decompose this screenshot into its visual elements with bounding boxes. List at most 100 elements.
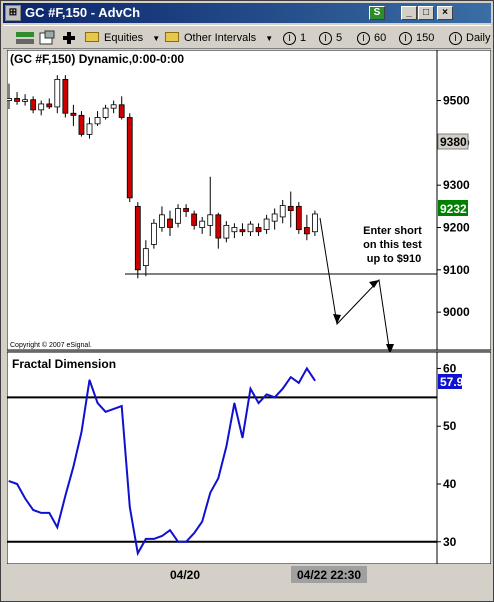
indicator-point — [314, 379, 316, 382]
candle[interactable] — [303, 214, 310, 241]
candle[interactable] — [102, 104, 109, 120]
candle[interactable] — [199, 216, 206, 234]
candle-body — [207, 214, 214, 226]
candle-body — [22, 99, 29, 102]
indicator-point — [80, 431, 83, 433]
candle[interactable] — [126, 113, 133, 203]
candle-body — [223, 224, 230, 239]
interval-icon: I — [319, 32, 332, 45]
candle[interactable] — [255, 223, 262, 236]
candle-body — [167, 218, 173, 228]
interval-button-60[interactable]: I 60 — [357, 29, 386, 47]
indicator-point — [137, 552, 139, 554]
close-button[interactable]: × — [437, 6, 453, 20]
candle[interactable] — [175, 204, 181, 228]
candle[interactable] — [247, 221, 254, 236]
candle-body — [295, 205, 302, 231]
indicator-point — [177, 541, 179, 543]
candle[interactable] — [150, 219, 157, 249]
candle[interactable] — [287, 191, 294, 228]
equities-dropdown[interactable]: Equities ▼ — [85, 29, 160, 47]
symbol-link-icon[interactable]: S — [369, 6, 385, 20]
candle[interactable] — [215, 212, 222, 249]
candle-body — [215, 214, 222, 239]
chart-app-icon[interactable]: ⊞ — [5, 5, 21, 21]
candle[interactable] — [142, 240, 149, 277]
candle[interactable] — [78, 111, 85, 137]
interval-icon: I — [399, 32, 412, 45]
candle[interactable] — [159, 206, 165, 232]
price-tick-label: 9500 — [443, 94, 470, 108]
indicator-tick-label: 50 — [443, 419, 457, 433]
candle[interactable] — [279, 200, 286, 224]
properties-icon[interactable] — [39, 30, 55, 46]
chart-area[interactable]: 950094009300920091009000 (GC #F,150) Dyn… — [7, 50, 491, 586]
candle[interactable] — [46, 98, 53, 110]
indicator-point — [306, 367, 308, 370]
candle-body — [86, 123, 93, 135]
annotation-line: on this test — [363, 239, 422, 251]
price-tick-label: 9000 — [443, 305, 470, 319]
candle[interactable] — [311, 210, 318, 236]
candle[interactable] — [231, 223, 238, 239]
candle[interactable] — [191, 210, 198, 230]
candle-body — [142, 248, 149, 266]
projection-path[interactable] — [319, 217, 391, 355]
candle[interactable] — [110, 100, 117, 114]
candle[interactable] — [94, 111, 101, 126]
reference-price-tag — [437, 133, 469, 150]
candle-body — [110, 104, 117, 109]
candle[interactable] — [70, 104, 77, 126]
interval-button-150[interactable]: I 150 — [399, 29, 434, 47]
indicator-tick-label: 30 — [443, 535, 457, 549]
candle[interactable] — [22, 94, 29, 106]
price-pane[interactable] — [7, 50, 438, 351]
minimize-button[interactable]: _ — [401, 6, 417, 20]
candle-body — [183, 208, 190, 212]
interval-button-daily[interactable]: I Daily — [449, 29, 490, 47]
candle-body — [311, 213, 318, 233]
indicator-point — [96, 402, 99, 404]
interval-icon: I — [357, 32, 370, 45]
title-bar[interactable]: ⊞ GC #F,150 - AdvCh S _ □ × — [3, 3, 491, 23]
candle[interactable] — [7, 83, 12, 110]
candle[interactable] — [54, 75, 61, 114]
candle[interactable] — [30, 96, 37, 114]
candle[interactable] — [271, 208, 278, 230]
arrow-head-icon — [333, 314, 341, 324]
other-intervals-dropdown[interactable]: Other Intervals ▼ — [165, 29, 273, 47]
indicator-point — [113, 408, 115, 410]
indicator-pane[interactable] — [7, 351, 438, 565]
indicator-point — [169, 529, 171, 531]
candle[interactable] — [167, 210, 173, 236]
indicator-point — [209, 492, 211, 494]
candle[interactable] — [38, 100, 45, 116]
indicator-point — [241, 437, 244, 439]
candle[interactable] — [14, 92, 20, 105]
link-chain-icon[interactable] — [15, 30, 35, 46]
candle[interactable] — [239, 223, 246, 236]
candle[interactable] — [62, 75, 69, 118]
candle[interactable] — [263, 214, 270, 234]
folder-icon — [165, 32, 179, 42]
indicator-point — [72, 466, 74, 468]
add-icon[interactable] — [61, 30, 77, 46]
candle[interactable] — [118, 96, 125, 120]
price-pane-header: (GC #F,150) Dynamic,0:00-0:00 — [10, 52, 184, 66]
candle[interactable] — [183, 204, 190, 217]
candle[interactable] — [134, 202, 141, 279]
maximize-button[interactable]: □ — [418, 6, 434, 20]
candle[interactable] — [207, 176, 214, 236]
time-axis[interactable] — [7, 564, 491, 586]
candle[interactable] — [295, 202, 302, 234]
indicator-title: Fractal Dimension — [12, 357, 116, 371]
indicator-point — [185, 541, 187, 543]
candle[interactable] — [86, 117, 93, 139]
indicator-tick-label: 60 — [443, 361, 457, 375]
indicator-point — [298, 382, 300, 384]
indicator-point — [201, 520, 203, 523]
candle[interactable] — [223, 221, 230, 243]
interval-label: 5 — [336, 32, 343, 44]
